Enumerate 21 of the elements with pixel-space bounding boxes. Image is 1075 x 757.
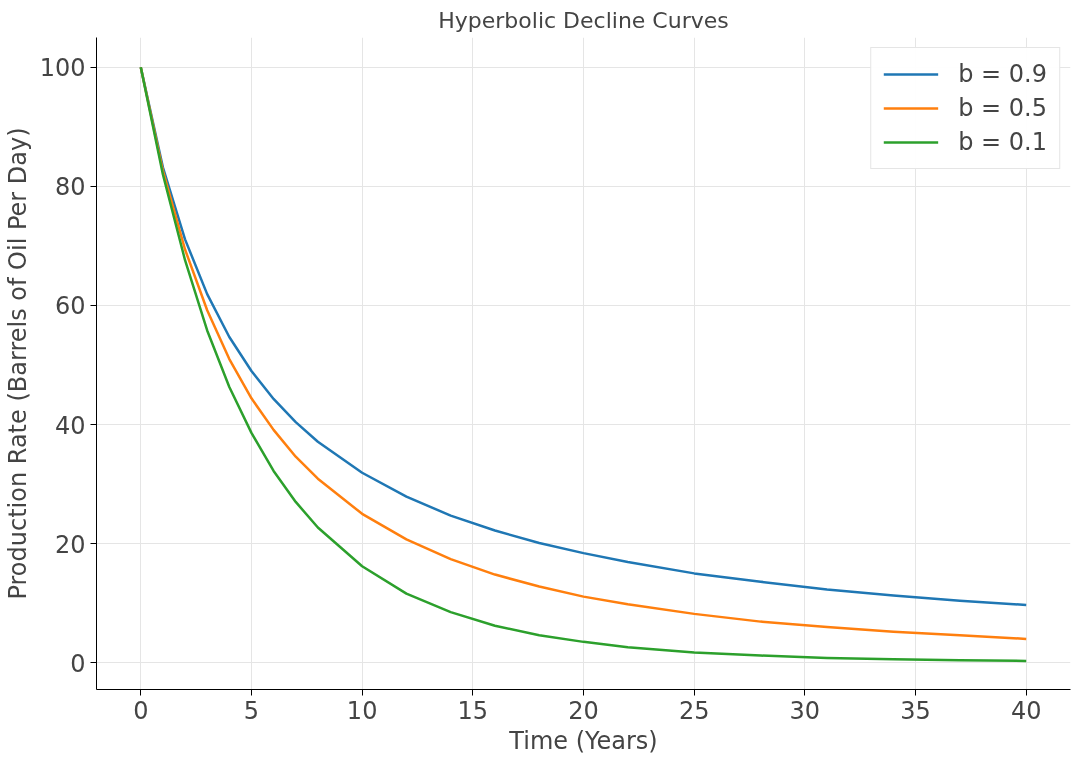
y-tick-label: 100 xyxy=(39,54,86,83)
x-axis-title: Time (Years) xyxy=(508,726,658,755)
x-tick-label: 35 xyxy=(900,696,931,725)
x-tick-label: 0 xyxy=(133,696,149,725)
legend-label: b = 0.1 xyxy=(958,128,1047,156)
x-tick-label: 10 xyxy=(346,696,378,725)
y-tick-label: 20 xyxy=(54,530,86,559)
y-tick-label: 40 xyxy=(54,411,86,440)
y-tick-label: 0 xyxy=(70,649,86,678)
x-tick-label: 30 xyxy=(789,696,821,725)
x-tick-label: 20 xyxy=(568,696,599,725)
x-tick-label: 15 xyxy=(457,696,489,725)
y-tick-label: 60 xyxy=(54,292,86,321)
x-tick-label: 5 xyxy=(243,696,260,725)
y-axis-title: Production Rate (Barrels of Oil Per Day) xyxy=(3,127,32,600)
legend-label: b = 0.5 xyxy=(958,94,1047,122)
x-tick-label: 25 xyxy=(678,696,710,725)
y-tick-label: 80 xyxy=(54,173,86,202)
legend-label: b = 0.9 xyxy=(958,60,1047,88)
chart-title: Hyperbolic Decline Curves xyxy=(438,7,729,33)
x-tick-label: 40 xyxy=(1010,696,1042,725)
